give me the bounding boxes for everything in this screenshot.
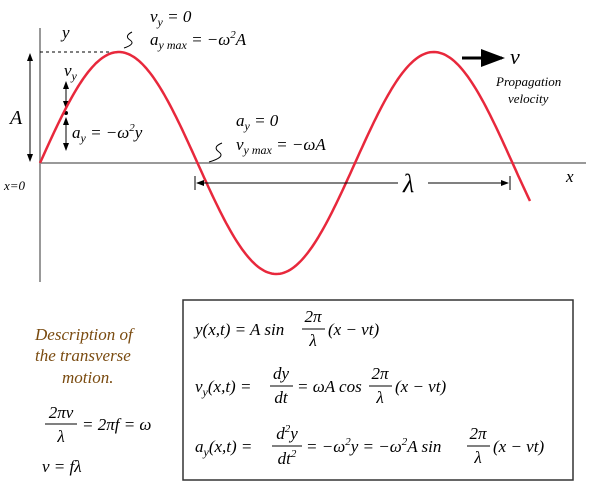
denominator: dt (274, 388, 289, 407)
numerator: 2πv (49, 403, 74, 422)
sup: 2 (402, 436, 408, 448)
node-ay: ay = 0 (236, 111, 279, 133)
denominator: λ (308, 331, 316, 350)
side-ay: ay = −ω2y (72, 122, 143, 145)
rhs: (x,t) = (208, 377, 252, 396)
denominator: λ (56, 427, 64, 446)
x-label: x (565, 167, 574, 186)
rhs: = 0 (250, 111, 279, 130)
equation-lhs: vy(x,t) = (195, 377, 251, 399)
sym: y (288, 424, 298, 443)
sym: v (195, 377, 203, 396)
velocity-symbol: v (510, 44, 520, 69)
sub: y (157, 15, 164, 29)
description-line: the transverse (35, 346, 131, 365)
wave (38, 50, 532, 276)
rhs: = −ω (306, 437, 345, 456)
node-vy: vy max = −ωA (236, 135, 326, 157)
sub: y (244, 119, 251, 133)
numerator: d2y (276, 423, 298, 443)
equation-mid: = ωA cos (297, 377, 362, 396)
sym: v (236, 135, 244, 154)
sym: dt (278, 449, 293, 468)
caption: Propagation (495, 74, 561, 89)
y-label: y (60, 23, 70, 42)
relation: v = fλ (42, 457, 82, 476)
amplitude-label: A (8, 107, 23, 129)
rhs: = 0 (163, 7, 192, 26)
equation-lhs: y(x,t) = A sin (193, 320, 284, 339)
crest-vy: vy = 0 (150, 7, 192, 29)
sym: a (72, 123, 81, 142)
numerator: 2π (304, 307, 322, 326)
pointer (208, 142, 223, 163)
equation-arg: (x − vt) (493, 437, 544, 456)
sup: 2 (285, 423, 291, 435)
denominator: λ (473, 448, 481, 467)
sym: v (64, 61, 72, 80)
relation: = 2πf = ω (82, 415, 151, 434)
sub: y (202, 385, 209, 399)
sub: y (203, 445, 210, 459)
sup: 2 (291, 448, 297, 460)
rhs: y = −ω (349, 437, 402, 456)
rhs: = −ω (187, 30, 230, 49)
equation-arg: (x − vt) (328, 320, 379, 339)
sym: a (195, 437, 204, 456)
rhs: (x,t) = (209, 437, 253, 456)
equation-mid: = −ω2y = −ω2A sin (306, 436, 441, 456)
rhs: = −ωA (272, 135, 326, 154)
sym: d (276, 424, 285, 443)
sub: y max (243, 143, 273, 157)
numerator: dy (273, 364, 290, 383)
sym: a (150, 30, 159, 49)
denominator: λ (375, 388, 383, 407)
wavelength-label: λ (402, 169, 414, 198)
rhs: = −ω (86, 123, 129, 142)
crest-ay: ay max = −ω2A (150, 29, 247, 52)
equation-arg: (x − vt) (395, 377, 446, 396)
sub: y max (158, 38, 188, 52)
side-vy: vy (64, 61, 78, 83)
numerator: 2π (469, 424, 487, 443)
denominator: dt2 (278, 448, 297, 468)
sup: 2 (129, 122, 135, 134)
sup: 2 (345, 436, 351, 448)
pointer (123, 31, 133, 49)
sym: a (236, 111, 245, 130)
sym: v (150, 7, 158, 26)
equation-box (182, 299, 574, 481)
equation-lhs: ay(x,t) = (195, 437, 252, 459)
rhs: A sin (406, 437, 441, 456)
description-line: Description of (34, 325, 135, 344)
caption: velocity (508, 91, 549, 106)
numerator: 2π (371, 364, 389, 383)
sub: y (71, 69, 78, 83)
description-line: motion. (62, 368, 113, 387)
rhs: A (235, 30, 247, 49)
origin-label: x=0 (3, 178, 26, 193)
sup: 2 (230, 29, 236, 41)
rhs: y (133, 123, 143, 142)
sub: y (80, 131, 87, 145)
